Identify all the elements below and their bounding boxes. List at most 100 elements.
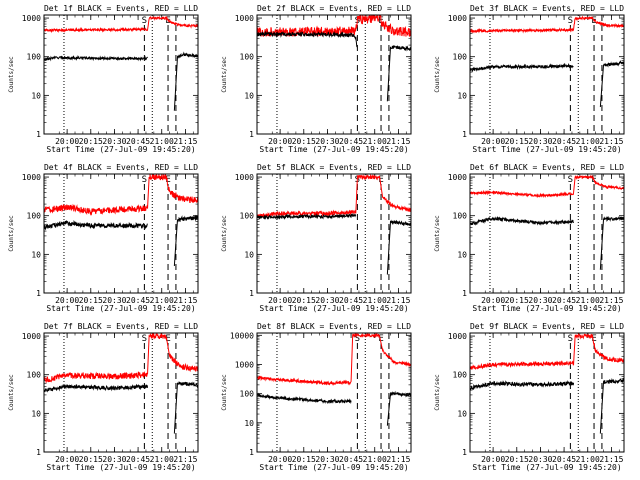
x-tick-label: 21:00 [363, 455, 387, 464]
y-tick-label: 1 [249, 130, 254, 139]
y-tick-label: 1000 [22, 173, 41, 182]
time-marker-label-bg [140, 15, 149, 25]
plot-frame [43, 173, 199, 294]
detector-panel-5: Det 5f BLACK = Events, RED = LLD Counts/s… [221, 163, 412, 313]
x-tick-label: 20:30 [315, 137, 339, 146]
y-tick-label: 1 [462, 289, 467, 298]
x-tick-label: 21:00 [150, 137, 174, 146]
x-tick-label: 20:00 [55, 296, 79, 305]
detector-panel-8: Det 8f BLACK = Events, RED = LLD Counts/s… [221, 322, 412, 472]
panel-title: Det 9f BLACK = Events, RED = LLD [470, 322, 624, 331]
time-marker-label: E [591, 334, 596, 344]
panel-title: Det 6f BLACK = Events, RED = LLD [470, 163, 624, 172]
y-tick-label: 1 [249, 289, 254, 298]
time-marker-label: S [355, 334, 360, 344]
x-tick-label: 21:00 [576, 296, 600, 305]
plot-frame [256, 14, 412, 135]
x-tick-label: 20:30 [102, 296, 126, 305]
y-tick-label: 10 [457, 250, 467, 259]
panel-title: Det 8f BLACK = Events, RED = LLD [257, 322, 411, 331]
time-marker-label-bg [566, 333, 575, 343]
y-axis-label: Counts/sec [434, 56, 441, 93]
x-tick-label: 20:00 [481, 455, 505, 464]
events-rate-line [470, 377, 624, 434]
x-tick-label: 20:45 [339, 296, 363, 305]
time-marker-label: S [568, 16, 573, 26]
y-tick-label: 1000 [22, 14, 41, 23]
events-rate-line [470, 215, 624, 270]
x-tick-label: 20:15 [505, 455, 529, 464]
x-tick-label: 21:00 [363, 296, 387, 305]
time-marker-label-bg [353, 333, 362, 343]
x-tick-label: 21:00 [576, 455, 600, 464]
lld-rate-line [44, 15, 198, 34]
time-marker-label: S [568, 334, 573, 344]
lld-rate-line [44, 333, 198, 383]
lld-rate-line [470, 15, 624, 34]
x-tick-label: 21:00 [576, 137, 600, 146]
x-tick-label: 20:00 [268, 296, 292, 305]
y-axis-label: Counts/sec [8, 215, 15, 252]
y-tick-label: 1 [462, 448, 467, 457]
plot-frame [256, 332, 412, 453]
y-axis-label: Counts/sec [8, 374, 15, 411]
x-axis-label: Start Time (27-Jul-09 19:45:20) [472, 463, 621, 472]
x-tick-label: 21:15 [599, 296, 623, 305]
x-tick-label: 20:30 [102, 455, 126, 464]
y-tick-label: 100 [240, 212, 255, 221]
detector-panel-3: Det 3f BLACK = Events, RED = LLD Counts/s… [434, 4, 625, 154]
x-tick-label: 21:15 [173, 137, 197, 146]
time-marker-label: E [165, 175, 170, 185]
x-tick-label: 21:00 [363, 137, 387, 146]
x-tick-label: 20:45 [552, 137, 576, 146]
y-tick-label: 100 [27, 53, 42, 62]
lld-rate-line [470, 333, 624, 370]
panel-title: Det 4f BLACK = Events, RED = LLD [44, 163, 198, 172]
plot-frame [256, 173, 412, 294]
lld-rate-line [257, 174, 411, 220]
y-tick-label: 1 [36, 130, 41, 139]
x-axis-label: Start Time (27-Jul-09 19:45:20) [46, 304, 195, 313]
y-tick-label: 10 [244, 250, 254, 259]
panel-title: Det 7f BLACK = Events, RED = LLD [44, 322, 198, 331]
panel-title: Det 5f BLACK = Events, RED = LLD [257, 163, 411, 172]
panel-title: Det 3f BLACK = Events, RED = LLD [470, 4, 624, 13]
y-tick-label: 100 [240, 53, 255, 62]
x-tick-label: 20:15 [292, 137, 316, 146]
detector-panel-7: Det 7f BLACK = Events, RED = LLD Counts/s… [8, 322, 199, 472]
y-tick-label: 1 [36, 448, 41, 457]
events-rate-line [257, 213, 411, 275]
y-tick-label: 10 [244, 419, 254, 428]
y-axis-label: Counts/sec [434, 215, 441, 252]
y-tick-label: 10 [31, 409, 41, 418]
x-tick-label: 20:45 [339, 137, 363, 146]
time-marker-label: E [378, 334, 383, 344]
x-tick-label: 20:30 [528, 455, 552, 464]
events-rate-line [44, 381, 198, 434]
x-tick-label: 20:00 [268, 455, 292, 464]
x-tick-label: 20:15 [79, 137, 103, 146]
time-marker-label: S [568, 175, 573, 185]
x-tick-label: 20:45 [126, 137, 150, 146]
y-axis-label: Counts/sec [8, 56, 15, 93]
x-axis-label: Start Time (27-Jul-09 19:45:20) [46, 463, 195, 472]
x-tick-label: 20:30 [315, 455, 339, 464]
y-tick-label: 1000 [448, 173, 467, 182]
x-axis-label: Start Time (27-Jul-09 19:45:20) [259, 145, 408, 154]
x-tick-label: 20:00 [481, 296, 505, 305]
time-marker-label-bg [566, 15, 575, 25]
time-marker-label-bg [377, 174, 386, 184]
x-tick-label: 20:30 [315, 296, 339, 305]
detector-panel-2: Det 2f BLACK = Events, RED = LLD Counts/s… [221, 4, 412, 154]
x-tick-label: 20:30 [102, 137, 126, 146]
detector-panel-1: Det 1f BLACK = Events, RED = LLD Counts/s… [8, 4, 199, 154]
y-tick-label: 10 [31, 91, 41, 100]
y-axis-label: Counts/sec [434, 374, 441, 411]
x-tick-label: 20:00 [268, 137, 292, 146]
detector-panel-6: Det 6f BLACK = Events, RED = LLD Counts/s… [434, 163, 625, 313]
y-tick-label: 1 [36, 289, 41, 298]
y-tick-label: 1000 [448, 14, 467, 23]
lld-rate-line [257, 333, 411, 386]
x-tick-label: 21:15 [386, 455, 410, 464]
plot-frame [43, 14, 199, 135]
